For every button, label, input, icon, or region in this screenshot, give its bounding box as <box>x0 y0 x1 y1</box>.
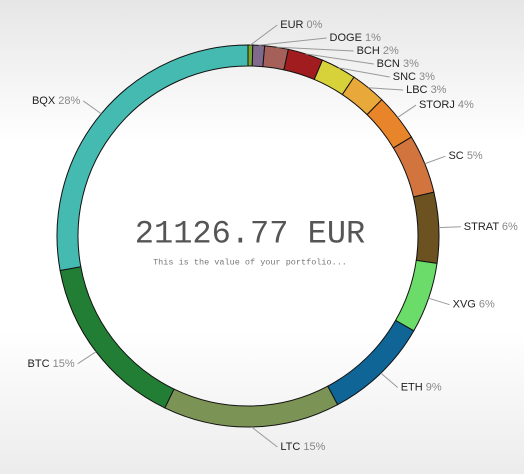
donut-segment <box>394 259 438 332</box>
segment-percent: 1% <box>365 32 381 44</box>
segment-percent: 6% <box>479 299 495 311</box>
segment-label: SNC 3% <box>393 71 435 83</box>
segment-percent: 3% <box>431 84 447 96</box>
segment-percent: 4% <box>458 99 474 111</box>
portfolio-caption: This is the value of your portfolio... <box>153 257 347 267</box>
segment-label: BQX 28% <box>32 95 81 107</box>
segment-name: STRAT <box>464 221 500 233</box>
leader-line <box>397 104 417 118</box>
leader-line <box>380 372 399 388</box>
leader-line <box>77 351 97 365</box>
leader-line <box>424 155 446 165</box>
leader-line <box>368 87 404 91</box>
segment-percent: 5% <box>467 150 483 162</box>
leader-line <box>250 24 278 46</box>
leader-line <box>338 67 390 78</box>
leader-line <box>438 226 461 229</box>
donut-segment <box>59 266 175 409</box>
segment-percent: 15% <box>303 441 325 453</box>
segment-percent: 3% <box>403 58 419 70</box>
segment-name: STORJ <box>419 99 455 111</box>
segment-label: LTC 15% <box>280 441 325 453</box>
leader-line <box>83 100 102 115</box>
segment-percent: 28% <box>58 95 80 107</box>
segment-name: BQX <box>32 95 56 107</box>
leader-line <box>251 426 278 448</box>
segment-label: STORJ 4% <box>419 99 474 111</box>
segment-name: ETH <box>401 381 423 393</box>
segment-percent: 3% <box>419 71 435 83</box>
segment-name: SNC <box>393 71 416 83</box>
donut-segment <box>412 191 440 264</box>
segment-name: LBC <box>406 84 427 96</box>
segment-label: EUR 0% <box>280 19 322 31</box>
segment-name: LTC <box>280 441 300 453</box>
portfolio-value: 21126.77 EUR <box>135 215 365 252</box>
segment-name: DOGE <box>330 32 362 44</box>
segment-percent: 9% <box>426 381 442 393</box>
leader-line <box>305 53 374 65</box>
donut-segment <box>56 44 249 272</box>
segment-label: DOGE 1% <box>330 32 382 44</box>
segment-name: BCN <box>377 58 400 70</box>
segment-percent: 15% <box>53 358 75 370</box>
donut-segment <box>164 385 339 428</box>
leader-line <box>258 37 327 46</box>
segment-label: XVG 6% <box>453 299 495 311</box>
leader-line <box>428 297 450 306</box>
segment-name: BTC <box>28 358 50 370</box>
segment-percent: 6% <box>502 221 518 233</box>
segment-label: BCN 3% <box>377 58 419 70</box>
segment-name: SC <box>448 150 463 162</box>
donut-segment <box>392 136 435 198</box>
segment-percent: 0% <box>307 19 323 31</box>
segment-label: STRAT 6% <box>464 221 518 233</box>
segment-percent: 2% <box>383 45 399 57</box>
segment-name: BCH <box>357 45 380 57</box>
segment-label: BTC 15% <box>28 358 75 370</box>
segment-label: BCH 2% <box>357 45 399 57</box>
leader-line <box>276 46 354 52</box>
segment-label: SC 5% <box>448 150 482 162</box>
segment-name: EUR <box>280 19 303 31</box>
segment-name: XVG <box>453 299 476 311</box>
segment-label: ETH 9% <box>401 381 442 393</box>
segment-label: LBC 3% <box>406 84 447 96</box>
